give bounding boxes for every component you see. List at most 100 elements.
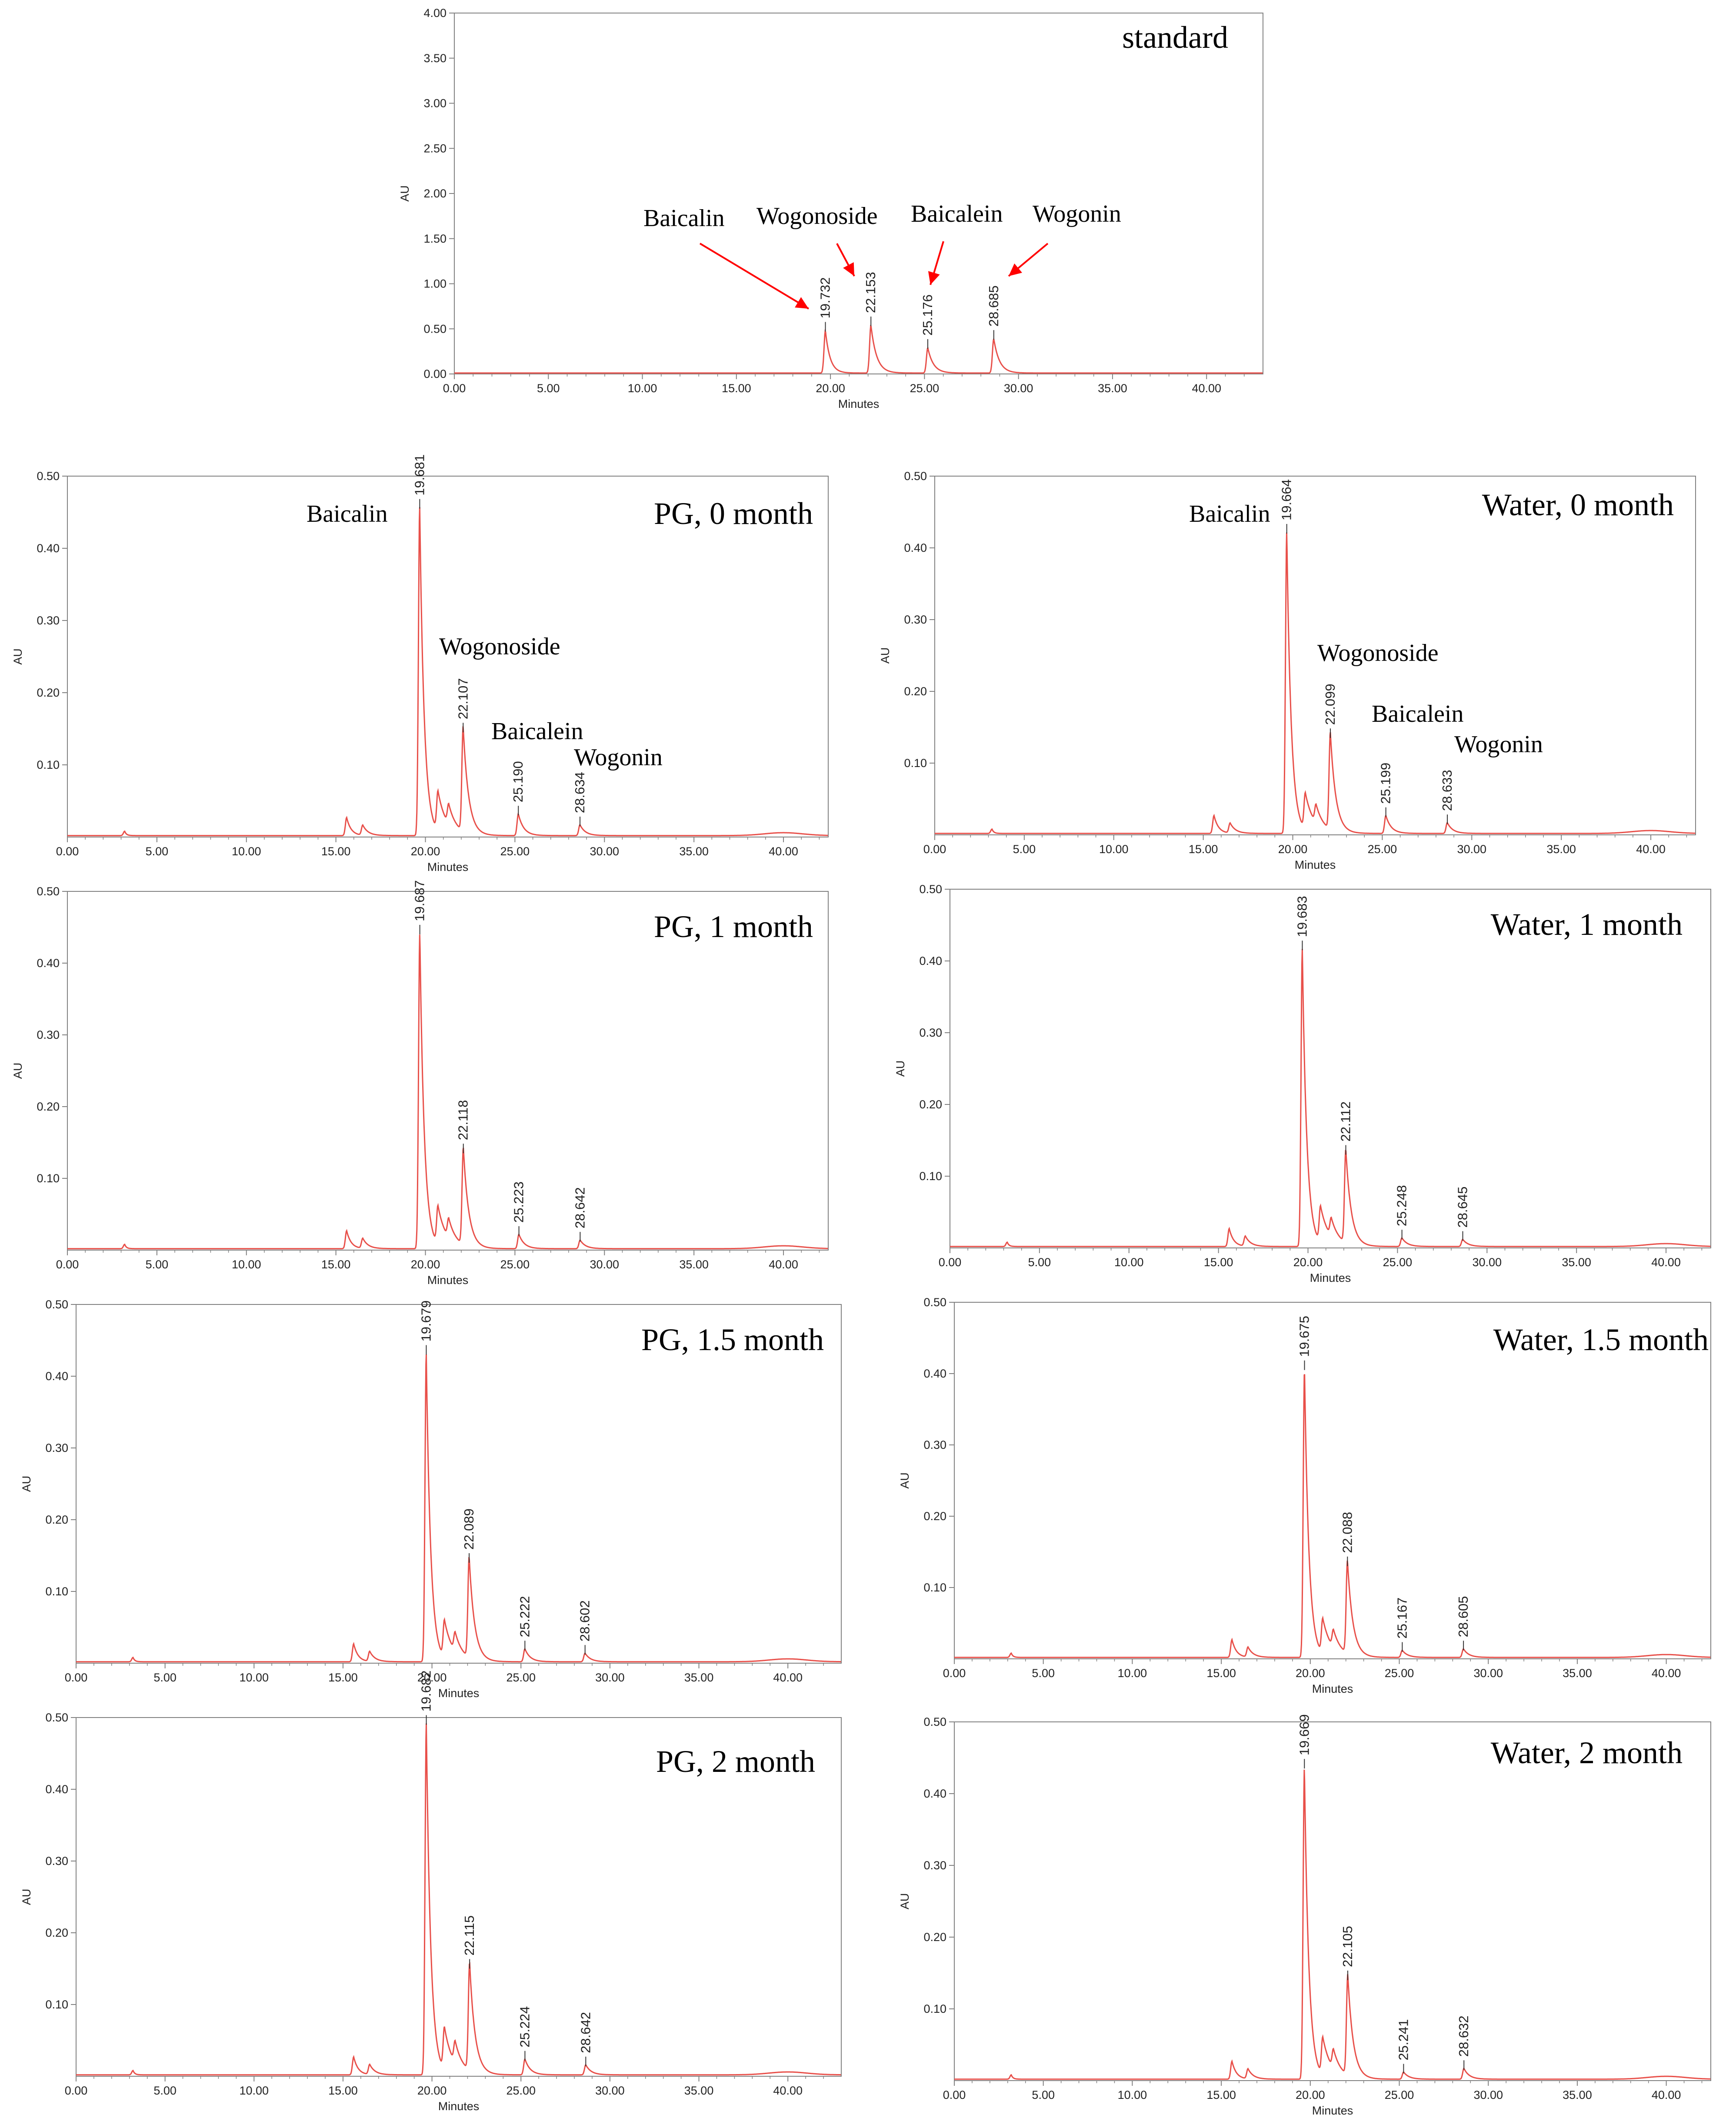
panel-title: Water, 0 month bbox=[1482, 487, 1674, 522]
peak-retention-label: 28.632 bbox=[1456, 2015, 1471, 2057]
peak-retention-label: 19.681 bbox=[412, 454, 427, 496]
x-tick-label: 5.00 bbox=[146, 1258, 169, 1271]
x-tick-label: 10.00 bbox=[232, 845, 261, 858]
chromatogram-panel-water15: 0.10 0.20 0.30 0.40 0.50 0.00 5.00 10.00 15.00 20… bbox=[898, 1296, 1711, 1695]
x-tick-label: 5.00 bbox=[1028, 1256, 1051, 1269]
chromatogram-trace bbox=[954, 1374, 1711, 1658]
x-tick-label: 20.00 bbox=[411, 1258, 440, 1271]
y-tick-label: 0.00 bbox=[423, 367, 446, 380]
y-tick-label: 0.40 bbox=[904, 541, 927, 554]
x-tick-label: 15.00 bbox=[328, 2084, 358, 2097]
x-tick-label: 25.00 bbox=[910, 382, 940, 395]
x-tick-label: 15.00 bbox=[1204, 1256, 1233, 1269]
plot-frame bbox=[454, 13, 1263, 374]
x-tick-label: 20.00 bbox=[417, 2084, 447, 2097]
x-tick-label: 35.00 bbox=[1563, 1667, 1592, 1680]
x-tick-label: 10.00 bbox=[1118, 1667, 1147, 1680]
chromatogram-trace bbox=[950, 949, 1711, 1247]
compound-annotation: Baicalin bbox=[1189, 500, 1270, 527]
x-tick-label: 20.00 bbox=[411, 845, 440, 858]
peak-retention-label: 25.224 bbox=[517, 2006, 532, 2048]
y-tick-label: 4.00 bbox=[423, 7, 446, 20]
x-tick-label: 25.00 bbox=[1383, 1256, 1413, 1269]
peak-retention-label: 22.115 bbox=[462, 1915, 477, 1956]
y-axis-label: AU bbox=[879, 647, 892, 664]
x-tick-label: 40.00 bbox=[773, 2084, 803, 2097]
plot-frame bbox=[934, 476, 1696, 835]
x-tick-label: 30.00 bbox=[1473, 2088, 1503, 2101]
x-tick-label: 0.00 bbox=[943, 1667, 966, 1680]
x-tick-label: 25.00 bbox=[506, 1671, 536, 1684]
y-tick-label: 2.50 bbox=[423, 142, 446, 155]
peak-retention-label: 28.642 bbox=[572, 1187, 587, 1228]
y-tick-label: 0.30 bbox=[923, 1859, 946, 1872]
x-tick-label: 30.00 bbox=[590, 1258, 620, 1271]
y-tick-label: 0.30 bbox=[904, 613, 927, 626]
y-tick-label: 0.40 bbox=[37, 542, 60, 555]
x-tick-label: 5.00 bbox=[1032, 2088, 1055, 2101]
peak-retention-label: 28.633 bbox=[1439, 770, 1455, 811]
x-tick-label: 20.00 bbox=[417, 1671, 447, 1684]
y-tick-label: 0.10 bbox=[45, 1585, 68, 1598]
x-tick-label: 10.00 bbox=[1114, 1256, 1144, 1269]
chromatogram-panel-standard: 0.00 0.50 1.00 1.50 2.00 2.50 3.00 3.50 4.00 0.00… bbox=[398, 7, 1263, 410]
x-tick-label: 30.00 bbox=[1457, 843, 1487, 856]
peak-retention-label: 25.248 bbox=[1394, 1185, 1409, 1226]
x-tick-label: 30.00 bbox=[1473, 1256, 1502, 1269]
x-tick-label: 25.00 bbox=[500, 845, 530, 858]
x-axis-label: Minutes bbox=[838, 397, 880, 410]
x-tick-label: 40.00 bbox=[1192, 382, 1221, 395]
y-tick-label: 0.50 bbox=[45, 1711, 68, 1724]
chromatogram-trace bbox=[454, 324, 1263, 374]
panel-title: Water, 1.5 month bbox=[1493, 1322, 1709, 1357]
plot-frame bbox=[76, 1717, 842, 2077]
peak-retention-label: 28.605 bbox=[1456, 1596, 1471, 1637]
x-tick-label: 30.00 bbox=[1004, 382, 1033, 395]
x-tick-label: 25.00 bbox=[500, 1258, 530, 1271]
x-tick-label: 20.00 bbox=[816, 382, 845, 395]
peak-retention-label: 19.675 bbox=[1297, 1316, 1312, 1357]
x-axis-label: Minutes bbox=[438, 1687, 480, 1700]
x-tick-label: 35.00 bbox=[1546, 843, 1576, 856]
peak-retention-label: 22.107 bbox=[455, 678, 470, 719]
panel-title: PG, 0 month bbox=[654, 496, 813, 531]
y-tick-label: 0.40 bbox=[45, 1783, 68, 1796]
chromatogram-panel-water2: 0.10 0.20 0.30 0.40 0.50 0.00 5.00 10.00 15.00 20… bbox=[898, 1714, 1711, 2117]
compound-annotation: Baicalin bbox=[643, 205, 725, 232]
x-tick-label: 15.00 bbox=[722, 382, 751, 395]
panel-title: Water, 2 month bbox=[1491, 1735, 1683, 1770]
x-tick-label: 5.00 bbox=[153, 1671, 177, 1684]
y-tick-label: 0.30 bbox=[37, 614, 60, 627]
x-tick-label: 5.00 bbox=[537, 382, 560, 395]
plot-frame bbox=[76, 1304, 842, 1664]
y-tick-label: 0.30 bbox=[923, 1438, 946, 1451]
y-tick-label: 0.40 bbox=[45, 1370, 68, 1383]
y-tick-label: 0.10 bbox=[45, 1998, 68, 2011]
peak-retention-label: 22.153 bbox=[863, 272, 878, 313]
y-tick-label: 0.20 bbox=[37, 1100, 60, 1113]
plot-frame bbox=[67, 891, 829, 1251]
peak-retention-label: 19.683 bbox=[1294, 896, 1309, 937]
y-tick-label: 0.20 bbox=[45, 1926, 68, 1939]
peak-retention-label: 25.190 bbox=[510, 761, 526, 802]
y-tick-label: 1.50 bbox=[423, 232, 446, 245]
x-tick-label: 0.00 bbox=[443, 382, 466, 395]
x-tick-label: 40.00 bbox=[1651, 1256, 1681, 1269]
y-tick-label: 0.20 bbox=[45, 1513, 68, 1526]
x-tick-label: 10.00 bbox=[1099, 843, 1129, 856]
y-tick-label: 0.10 bbox=[923, 1581, 946, 1594]
y-axis-label: AU bbox=[20, 1889, 33, 1905]
y-tick-label: 0.50 bbox=[923, 1715, 946, 1728]
y-tick-label: 0.50 bbox=[423, 322, 446, 335]
x-tick-label: 5.00 bbox=[1032, 1667, 1055, 1680]
y-axis-label: AU bbox=[898, 1893, 911, 1910]
peak-retention-label: 28.602 bbox=[577, 1600, 593, 1641]
x-tick-label: 0.00 bbox=[65, 1671, 88, 1684]
chromatogram-panel-pg15: 0.10 0.20 0.30 0.40 0.50 0.00 5.00 10.00 15.00 20… bbox=[20, 1298, 842, 1700]
annotation-arrowhead bbox=[843, 262, 854, 276]
x-tick-label: 5.00 bbox=[1013, 843, 1036, 856]
x-tick-label: 5.00 bbox=[153, 2084, 177, 2097]
compound-annotation: Baicalein bbox=[1372, 700, 1463, 727]
y-tick-label: 0.40 bbox=[923, 1367, 946, 1380]
chromatogram-panel-water0: 0.10 0.20 0.30 0.40 0.50 0.00 5.00 10.00 15.00 20… bbox=[879, 470, 1696, 871]
